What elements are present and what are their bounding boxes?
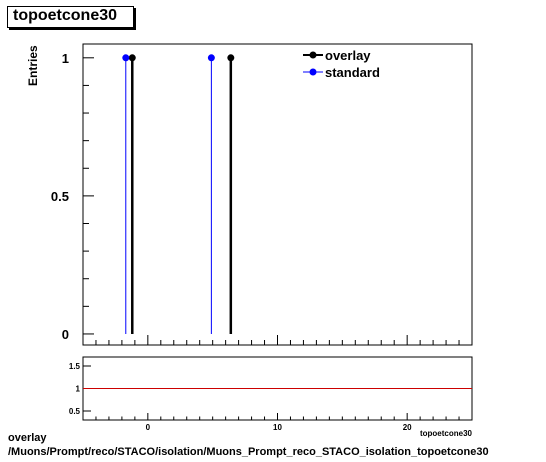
ratio-x-tick-label: 10 (273, 423, 282, 432)
legend-label-overlay: overlay (325, 48, 371, 63)
footer-line-1: overlay (8, 432, 47, 444)
ratio-x-tick-label: 0 (146, 423, 151, 432)
main-plot: 0 0.5 1 Entries (26, 45, 473, 345)
ratio-y-tick-label: 1.5 (69, 362, 81, 371)
legend-label-standard: standard (325, 65, 380, 80)
data-point-standard (207, 54, 215, 62)
y-axis-title: Entries (26, 45, 40, 86)
chart-title: topoetcone30 (13, 7, 118, 24)
x-axis-title: topoetcone30 (420, 429, 473, 438)
legend-marker-overlay (309, 51, 317, 59)
y-tick-label: 0 (62, 327, 69, 342)
y-tick-label: 1 (62, 51, 69, 66)
legend: overlay standard (303, 48, 380, 80)
ratio-y-tick-label: 0.5 (69, 407, 81, 416)
y-tick-label: 0.5 (51, 189, 69, 204)
ratio-y-tick-label: 1 (76, 385, 81, 394)
main-plot-frame (82, 43, 473, 346)
title-box (7, 6, 134, 28)
data-point-overlay (128, 54, 136, 62)
legend-marker-standard (309, 68, 317, 76)
ratio-x-tick-label: 20 (403, 423, 412, 432)
data-point-overlay (227, 54, 235, 62)
data-point-standard (122, 54, 130, 62)
ratio-plot: 0.5 1 1.5 0 10 20 topoetcone30 (69, 362, 473, 438)
footer-line-2: /Muons/Prompt/reco/STACO/isolation/Muons… (8, 446, 489, 458)
